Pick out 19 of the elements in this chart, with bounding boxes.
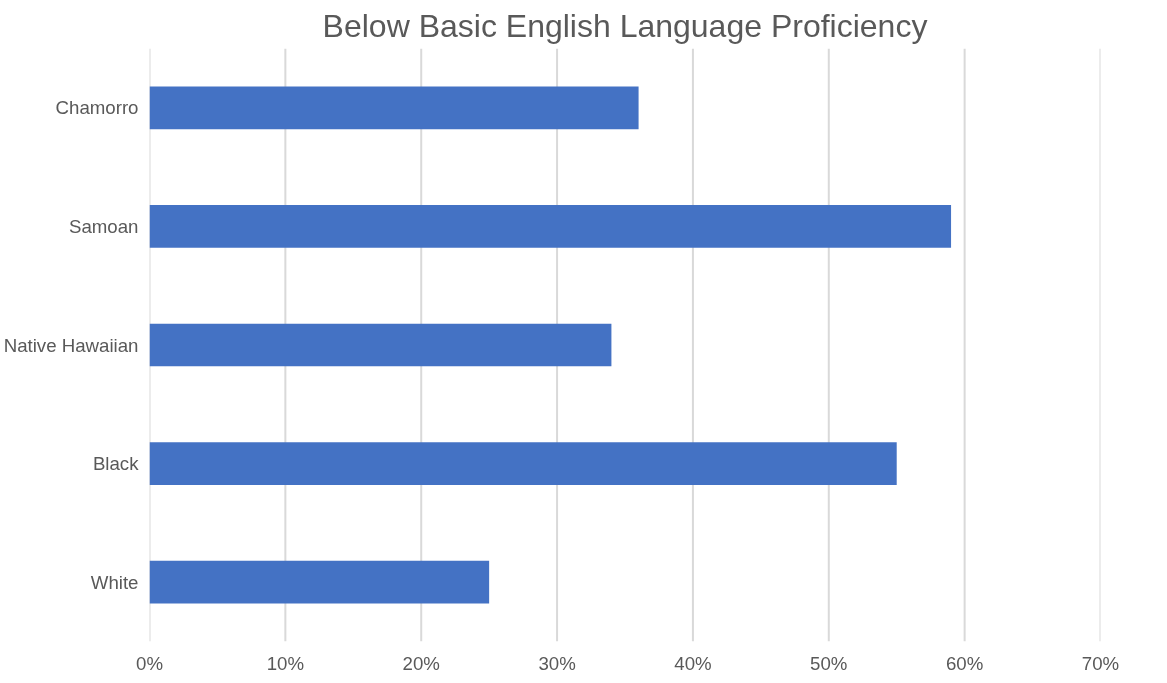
y-tick-label: White [90, 571, 139, 593]
x-tick-label: 60% [945, 652, 984, 674]
x-tick-label: 40% [674, 652, 712, 674]
y-tick-label: Samoan [69, 215, 139, 237]
y-tick-label: Black [92, 453, 140, 475]
bar [149, 560, 490, 604]
bar [149, 442, 897, 485]
x-tick-label: 20% [402, 652, 440, 674]
x-tick-label: 10% [266, 652, 305, 674]
x-tick-label: 70% [1081, 652, 1120, 674]
bar [149, 86, 639, 130]
y-tick-label: Native Hawaiian [3, 334, 139, 356]
y-tick-label: Chamorro [55, 97, 139, 119]
bar [149, 205, 952, 248]
bar [149, 323, 612, 367]
x-tick-label: 0% [136, 652, 163, 674]
x-tick-label: 30% [538, 652, 576, 674]
chart-title: Below Basic English Language Proficiency [322, 7, 928, 44]
x-tick-label: 50% [810, 652, 848, 674]
